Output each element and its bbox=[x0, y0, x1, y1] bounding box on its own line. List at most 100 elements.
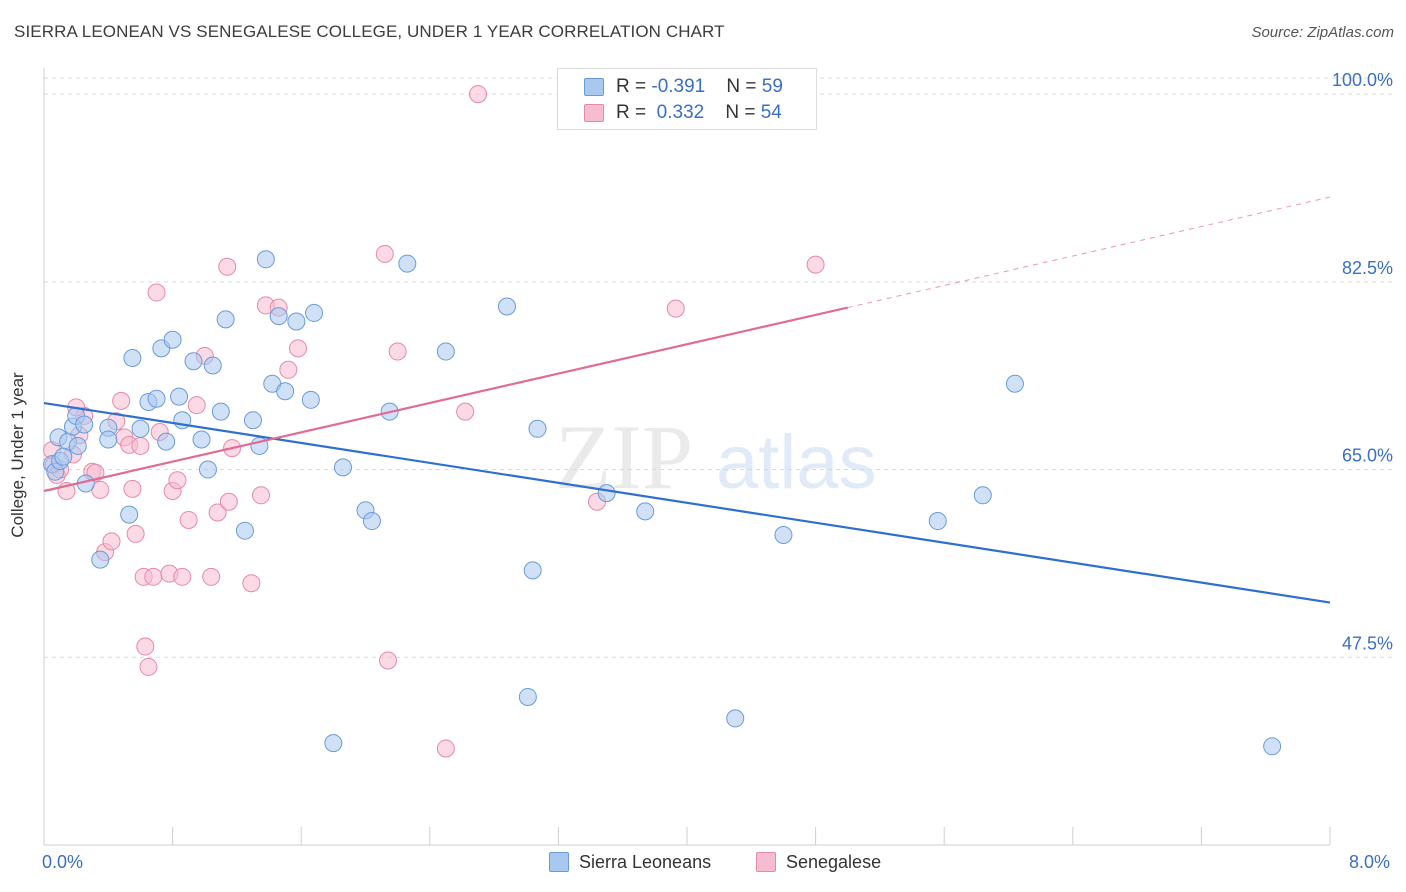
sierra-leonean-point bbox=[324, 734, 343, 753]
watermark-atlas: atlas bbox=[716, 420, 877, 505]
senegalese-trend-line bbox=[43, 306, 848, 493]
sierra-leonean-point bbox=[198, 460, 217, 479]
senegalese-point bbox=[147, 283, 166, 302]
sierra-leonean-point bbox=[362, 512, 381, 531]
senegalese-point bbox=[379, 651, 398, 670]
sierra-leonean-point bbox=[973, 486, 992, 505]
axes bbox=[43, 68, 1331, 846]
sierra-leonean-point bbox=[523, 561, 542, 580]
senegalese-point bbox=[436, 739, 455, 758]
watermark-zip: ZIP bbox=[555, 406, 693, 508]
senegalese-point bbox=[179, 510, 198, 529]
legend-n-value: 59 bbox=[761, 76, 783, 97]
sierra-leonean-point bbox=[147, 389, 166, 408]
sierra-leonean-point bbox=[216, 310, 235, 329]
y-axis-label: College, Under 1 year bbox=[8, 372, 27, 538]
sierra-leonean-point bbox=[305, 303, 324, 322]
senegalese-point bbox=[469, 85, 488, 104]
trend-lines bbox=[43, 196, 1331, 604]
sierra-leonean-point bbox=[235, 521, 254, 540]
sierra-leonean-point bbox=[333, 458, 352, 477]
legend-item-senegalese: Senegalese bbox=[756, 852, 881, 873]
sierra-leonean-point bbox=[269, 307, 288, 326]
senegalese-point bbox=[202, 567, 221, 586]
sierra-leonean-point bbox=[68, 436, 87, 455]
sierra-leonean-point bbox=[123, 348, 142, 367]
sierra-leonean-point bbox=[301, 390, 320, 409]
sierra-leonean-point bbox=[1263, 737, 1282, 756]
legend-n-value: 54 bbox=[760, 102, 782, 123]
senegalese-point bbox=[388, 342, 407, 361]
chart-title: SIERRA LEONEAN VS SENEGALESE COLLEGE, UN… bbox=[14, 22, 725, 41]
senegalese-point bbox=[375, 244, 394, 263]
senegalese-point bbox=[219, 492, 238, 511]
legend-r-value: 0.332 bbox=[651, 102, 705, 123]
gridlines bbox=[44, 77, 1394, 658]
sierra-leonean-point bbox=[518, 687, 537, 706]
legend-r-label: R = bbox=[616, 102, 652, 123]
legend-item-sierra-leoneans: Sierra Leoneans bbox=[549, 852, 711, 873]
sierra-leonean-point bbox=[287, 312, 306, 331]
legend-r-label: R = bbox=[616, 76, 652, 97]
sierra-leonean-point bbox=[170, 387, 189, 406]
sierra-leonean-point bbox=[163, 330, 182, 349]
correlation-legend: R = -0.391 N = 59 R = 0.332 N = 54 bbox=[557, 68, 817, 130]
senegalese-point bbox=[168, 471, 187, 490]
legend-swatch-blue bbox=[584, 78, 604, 96]
senegalese-point bbox=[139, 657, 158, 676]
senegalese-point bbox=[131, 436, 150, 455]
senegalese-point bbox=[136, 637, 155, 656]
legend-r-value: -0.391 bbox=[651, 76, 706, 97]
sierra-leonean-point bbox=[91, 550, 110, 569]
senegalese-point bbox=[126, 524, 145, 543]
sierra-leonean-point bbox=[636, 502, 655, 521]
y-tick-labels: 47.5% 65.0% 82.5% 100.0% bbox=[1332, 70, 1393, 653]
sierra-leonean-point bbox=[256, 250, 275, 269]
senegalese-point bbox=[208, 503, 227, 522]
sierra-leonean-point bbox=[436, 342, 455, 361]
sierra-leonean-point bbox=[528, 419, 547, 438]
x-axis-max-label: 8.0% bbox=[1349, 852, 1391, 872]
legend-swatch-pink bbox=[584, 104, 604, 122]
senegalese-point bbox=[187, 396, 206, 415]
sierra-leonean-point bbox=[398, 254, 417, 273]
sierra-leonean-point bbox=[597, 484, 616, 503]
senegalese-point bbox=[279, 360, 298, 379]
senegalese-point bbox=[173, 567, 192, 586]
legend-n-label: N = bbox=[725, 102, 761, 123]
senegalese-point bbox=[252, 486, 271, 505]
legend-n-label: N = bbox=[726, 76, 762, 97]
legend-swatch-blue bbox=[549, 852, 569, 872]
sierra-leonean-point bbox=[726, 709, 745, 728]
senegalese-point bbox=[144, 567, 163, 586]
legend-label-sierra-leoneans: Sierra Leoneans bbox=[579, 852, 712, 872]
sierra-leonean-point bbox=[497, 297, 516, 316]
sierra-leonean-point bbox=[99, 430, 118, 449]
sierra-leonean-point bbox=[120, 505, 139, 524]
sierra-leonean-point bbox=[54, 447, 73, 466]
watermark: ZIP atlas bbox=[555, 406, 877, 508]
sierra-leonean-point bbox=[276, 382, 295, 401]
sierra-leonean-point bbox=[1005, 374, 1024, 393]
legend-swatch-pink bbox=[756, 852, 776, 872]
senegalese-point bbox=[666, 299, 685, 318]
senegalese-point bbox=[123, 479, 142, 498]
x-axis-min-label: 0.0% bbox=[42, 852, 84, 872]
senegalese-point bbox=[242, 574, 261, 593]
sierra-leonean-trend-line bbox=[43, 401, 1331, 604]
source-label: Source: ZipAtlas.com bbox=[1251, 24, 1394, 41]
sierra-leonean-point bbox=[243, 411, 262, 430]
senegalese-point bbox=[112, 391, 131, 410]
sierra-leonean-point bbox=[184, 352, 203, 371]
senegalese-trend-extension bbox=[847, 196, 1331, 309]
senegalese-point bbox=[456, 402, 475, 421]
y-tick-label: 82.5% bbox=[1342, 258, 1393, 278]
sierra-leonean-points bbox=[43, 250, 1282, 756]
sierra-leonean-point bbox=[157, 432, 176, 451]
y-tick-label: 65.0% bbox=[1342, 446, 1393, 466]
sierra-leonean-point bbox=[203, 356, 222, 375]
y-tick-label: 100.0% bbox=[1332, 70, 1393, 90]
senegalese-point bbox=[288, 339, 307, 358]
sierra-leonean-point bbox=[774, 525, 793, 544]
